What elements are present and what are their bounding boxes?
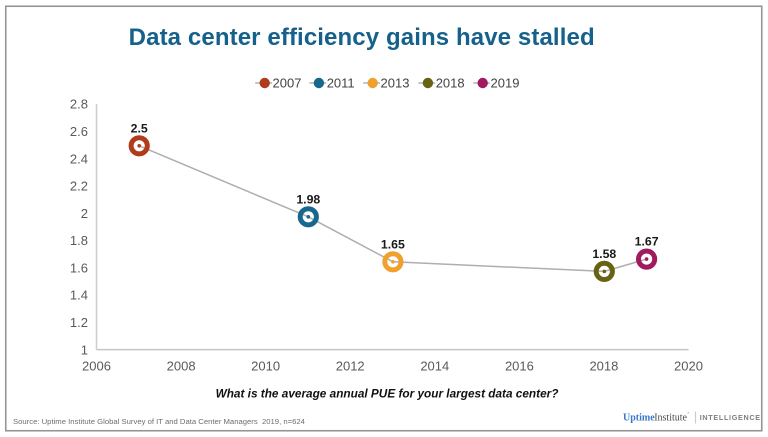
svg-text:1.4: 1.4	[70, 288, 88, 303]
svg-text:2010: 2010	[251, 358, 280, 373]
svg-text:2013: 2013	[381, 76, 410, 91]
svg-text:1.98: 1.98	[296, 192, 320, 206]
svg-text:2.4: 2.4	[70, 151, 88, 166]
svg-text:2006: 2006	[82, 358, 111, 373]
svg-text:1.58: 1.58	[592, 247, 616, 261]
svg-text:2.6: 2.6	[70, 124, 88, 139]
svg-text:2019: 2019	[491, 76, 520, 91]
svg-text:2018: 2018	[436, 76, 465, 91]
svg-text:2007: 2007	[273, 76, 302, 91]
svg-text:1.65: 1.65	[381, 237, 405, 251]
svg-text:What is the average annual PUE: What is the average annual PUE for your …	[216, 387, 559, 401]
svg-text:2016: 2016	[505, 358, 534, 373]
svg-text:1.8: 1.8	[70, 233, 88, 248]
svg-text:2.8: 2.8	[70, 97, 88, 112]
svg-text:2: 2	[81, 206, 88, 221]
svg-text:Institute: Institute	[654, 412, 687, 423]
svg-text:Uptime: Uptime	[623, 412, 655, 423]
svg-text:2.5: 2.5	[131, 121, 148, 135]
svg-text:1.2: 1.2	[70, 315, 88, 330]
svg-text:1: 1	[81, 342, 88, 357]
svg-text:’: ’	[687, 411, 689, 418]
svg-text:2012: 2012	[336, 358, 365, 373]
svg-text:INTELLIGENCE: INTELLIGENCE	[700, 413, 761, 422]
svg-text:Data center efficiency gains h: Data center efficiency gains have stalle…	[129, 24, 595, 51]
svg-text:2011: 2011	[327, 76, 355, 91]
svg-text:2018: 2018	[589, 358, 618, 373]
svg-text:2.2: 2.2	[70, 179, 88, 194]
svg-text:1.6: 1.6	[70, 260, 88, 275]
svg-text:2020: 2020	[674, 358, 703, 373]
svg-text:1.67: 1.67	[635, 235, 659, 249]
svg-text:2008: 2008	[167, 358, 196, 373]
svg-text:Source: Uptime Institute Globa: Source: Uptime Institute Global Survey o…	[13, 417, 306, 426]
svg-text:2014: 2014	[420, 358, 449, 373]
